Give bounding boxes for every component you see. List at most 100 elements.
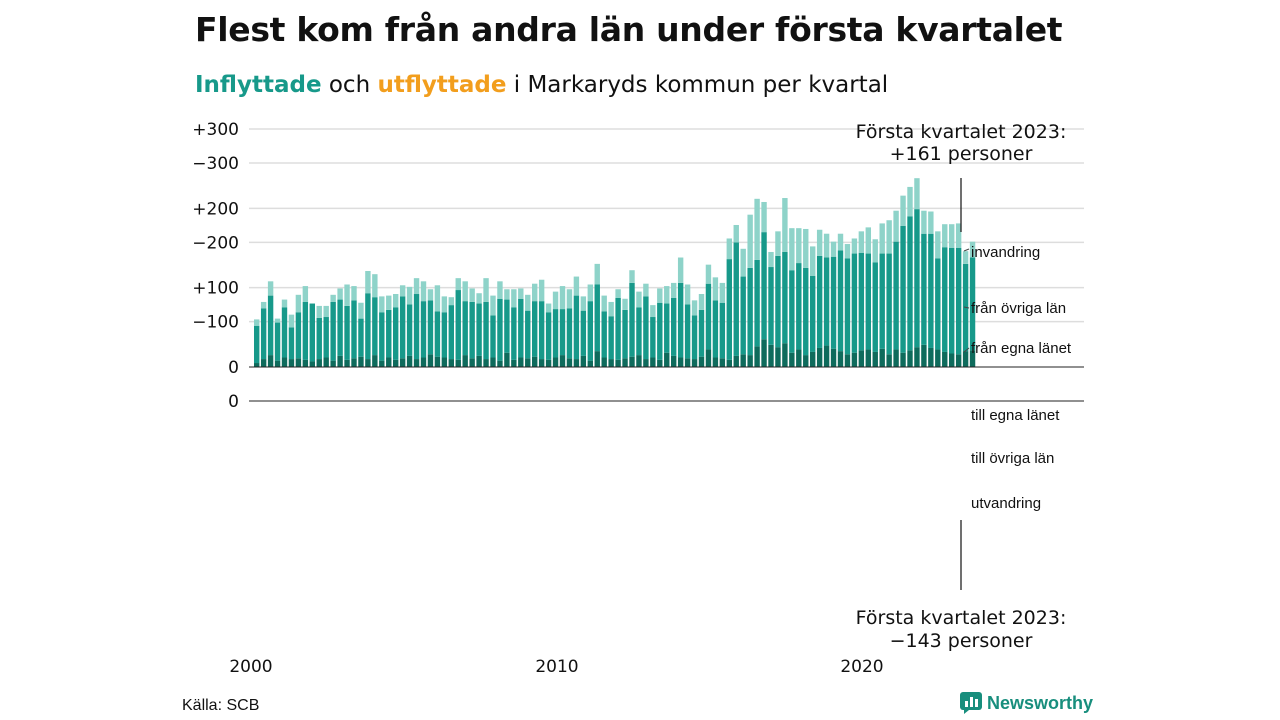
bar-in-0 bbox=[761, 339, 767, 367]
bar-in-0 bbox=[504, 352, 510, 367]
bar-in-2 bbox=[879, 223, 885, 254]
bar-in-0 bbox=[935, 349, 941, 367]
bar-in-0 bbox=[851, 352, 858, 367]
bar-in-2 bbox=[942, 224, 948, 248]
bar-in-2 bbox=[601, 295, 607, 312]
bar-in-1 bbox=[552, 309, 559, 358]
bar-in-2 bbox=[955, 223, 962, 248]
bar-in-0 bbox=[872, 351, 878, 367]
bar-in-2 bbox=[775, 231, 781, 256]
callout-in-line1: Första kvartalet 2023: bbox=[856, 121, 1067, 143]
bar-in-2 bbox=[288, 314, 295, 328]
bar-in-1 bbox=[462, 301, 468, 356]
bar-in-0 bbox=[372, 355, 378, 367]
bar-in-2 bbox=[782, 198, 788, 252]
bar-in-1 bbox=[525, 310, 531, 359]
bar-in-0 bbox=[664, 352, 670, 367]
bar-in-1 bbox=[712, 300, 719, 358]
bar-in-2 bbox=[469, 288, 475, 302]
bar-in-0 bbox=[893, 349, 899, 367]
bar-in-0 bbox=[351, 358, 357, 367]
brand-logo[interactable]: Newsworthy bbox=[960, 692, 1093, 714]
bar-in-0 bbox=[955, 354, 962, 367]
source-note: Källa: SCB bbox=[182, 697, 260, 714]
bar-in-1 bbox=[726, 259, 732, 360]
bar-in-0 bbox=[559, 355, 566, 367]
bar-in-0 bbox=[566, 358, 573, 367]
bar-in-1 bbox=[664, 303, 670, 353]
bar-in-0 bbox=[288, 359, 295, 367]
bar-in-1 bbox=[476, 303, 482, 356]
subtitle-rest: i Markaryds kommun per kvartal bbox=[506, 72, 889, 98]
bar-in-1 bbox=[545, 312, 552, 360]
bar-in-0 bbox=[260, 359, 267, 367]
bar-in-1 bbox=[490, 315, 496, 358]
series-label-in: från övriga län bbox=[971, 300, 1066, 317]
bar-in-2 bbox=[810, 246, 816, 276]
y-tick-label: 0 bbox=[228, 392, 239, 412]
bar-in-2 bbox=[949, 224, 955, 248]
bar-in-2 bbox=[872, 239, 878, 263]
bar-in-2 bbox=[907, 186, 913, 217]
bar-in-2 bbox=[851, 238, 858, 254]
bar-in-2 bbox=[399, 285, 406, 297]
bar-in-2 bbox=[559, 286, 566, 310]
bar-in-0 bbox=[622, 358, 628, 367]
bar-in-2 bbox=[615, 289, 621, 298]
bar-in-2 bbox=[823, 233, 830, 258]
bar-in-2 bbox=[664, 286, 670, 304]
bar-in-1 bbox=[698, 309, 705, 357]
bar-in-0 bbox=[837, 351, 844, 367]
inflow-bars bbox=[254, 178, 976, 367]
bar-in-1 bbox=[754, 259, 760, 347]
label-pointer bbox=[963, 306, 970, 309]
bar-in-0 bbox=[914, 347, 920, 367]
bar-in-1 bbox=[684, 304, 691, 359]
bar-in-1 bbox=[344, 305, 350, 360]
bar-in-1 bbox=[434, 311, 441, 357]
bar-in-0 bbox=[525, 358, 531, 367]
bar-in-1 bbox=[393, 307, 399, 360]
bar-in-0 bbox=[928, 347, 934, 367]
bar-in-2 bbox=[900, 195, 906, 226]
bar-in-2 bbox=[413, 278, 420, 295]
bar-in-0 bbox=[545, 359, 552, 367]
bar-in-0 bbox=[900, 352, 906, 367]
bar-in-1 bbox=[337, 299, 343, 356]
bar-in-2 bbox=[837, 233, 844, 251]
bar-in-0 bbox=[830, 348, 837, 367]
bar-in-0 bbox=[399, 358, 406, 367]
bar-in-2 bbox=[490, 295, 496, 316]
bar-in-2 bbox=[281, 299, 288, 308]
bar-in-0 bbox=[803, 355, 809, 367]
bar-in-0 bbox=[337, 355, 343, 367]
bar-in-1 bbox=[657, 302, 663, 360]
bar-in-2 bbox=[962, 251, 969, 264]
bar-in-0 bbox=[441, 357, 448, 367]
callouts: Första kvartalet 2023:+161 personerFörst… bbox=[856, 121, 1067, 652]
bar-in-1 bbox=[358, 318, 364, 357]
bar-in-1 bbox=[351, 300, 357, 359]
bar-in-1 bbox=[740, 276, 746, 355]
bar-in-0 bbox=[434, 356, 441, 367]
bar-in-0 bbox=[532, 356, 538, 367]
bar-in-0 bbox=[921, 344, 927, 367]
bar-in-1 bbox=[796, 263, 802, 350]
bar-in-0 bbox=[413, 359, 420, 367]
bar-in-0 bbox=[601, 357, 607, 367]
bar-in-0 bbox=[476, 355, 482, 367]
bar-in-1 bbox=[636, 307, 642, 356]
bar-in-0 bbox=[254, 363, 260, 367]
bar-in-2 bbox=[358, 302, 364, 319]
bar-in-1 bbox=[865, 253, 871, 350]
bar-in-0 bbox=[330, 360, 336, 367]
bar-in-0 bbox=[302, 359, 309, 367]
bar-in-1 bbox=[511, 307, 517, 360]
bar-in-1 bbox=[330, 301, 336, 361]
bar-in-1 bbox=[580, 310, 587, 356]
bar-in-2 bbox=[796, 228, 802, 264]
y-tick-label: −200 bbox=[192, 233, 239, 253]
bar-in-1 bbox=[309, 303, 315, 362]
bar-in-1 bbox=[969, 257, 976, 351]
series-label-in: invandring bbox=[971, 244, 1040, 261]
